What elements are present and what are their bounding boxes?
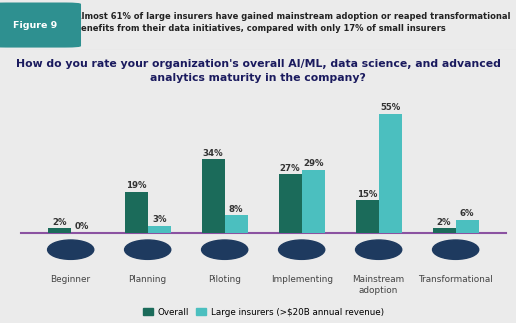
Bar: [379, 114, 402, 233]
Text: 2%: 2%: [437, 217, 452, 226]
Text: 2%: 2%: [52, 217, 67, 226]
Text: Mainstream
adoption: Mainstream adoption: [352, 275, 405, 295]
Bar: [148, 226, 171, 233]
Circle shape: [432, 240, 479, 259]
Bar: [432, 228, 456, 233]
Text: 55%: 55%: [380, 103, 400, 112]
Bar: [224, 215, 248, 233]
Bar: [302, 170, 325, 233]
Text: 8%: 8%: [229, 204, 244, 214]
Text: Beginner: Beginner: [51, 275, 91, 284]
Circle shape: [356, 240, 402, 259]
Bar: [124, 192, 148, 233]
Bar: [47, 228, 71, 233]
Circle shape: [279, 240, 325, 259]
Bar: [202, 159, 224, 233]
Bar: [456, 220, 479, 233]
Text: 34%: 34%: [203, 149, 223, 158]
Text: Piloting: Piloting: [208, 275, 241, 284]
Circle shape: [47, 240, 94, 259]
Text: 15%: 15%: [357, 190, 377, 199]
Text: Almost 61% of large insurers have gained mainstream adoption or reaped transform: Almost 61% of large insurers have gained…: [75, 12, 510, 33]
Text: 19%: 19%: [126, 181, 147, 190]
Text: Transformational: Transformational: [418, 275, 493, 284]
Bar: [279, 174, 302, 233]
FancyBboxPatch shape: [0, 3, 81, 47]
Bar: [356, 200, 379, 233]
Text: 27%: 27%: [280, 164, 300, 173]
Text: Planning: Planning: [128, 275, 167, 284]
Text: How do you rate your organization's overall AI/ML, data science, and advanced
an: How do you rate your organization's over…: [15, 59, 501, 83]
Text: 6%: 6%: [460, 209, 474, 218]
Text: 29%: 29%: [303, 159, 324, 168]
Text: 3%: 3%: [152, 215, 167, 224]
Text: Figure 9: Figure 9: [13, 21, 58, 29]
Text: Implementing: Implementing: [271, 275, 333, 284]
Legend: Overall, Large insurers (>$20B annual revenue): Overall, Large insurers (>$20B annual re…: [139, 304, 388, 320]
Text: 0%: 0%: [75, 222, 89, 231]
Circle shape: [124, 240, 171, 259]
Circle shape: [202, 240, 248, 259]
